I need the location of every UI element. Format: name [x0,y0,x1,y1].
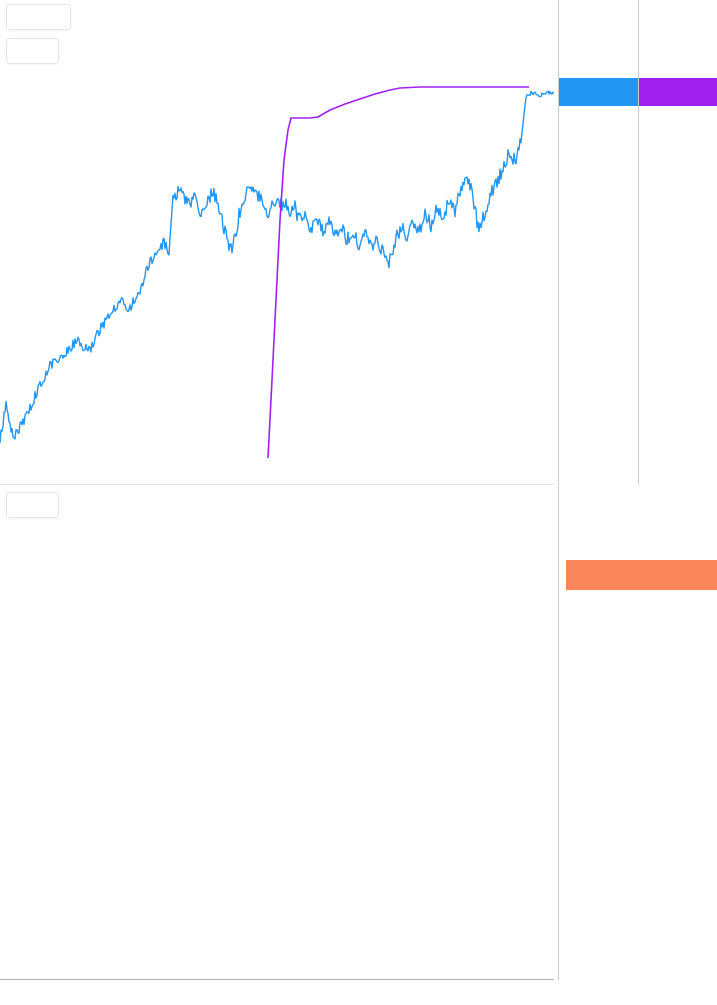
pane-divider[interactable] [0,484,554,485]
price-value-badge[interactable] [559,78,638,106]
price-line [0,90,554,443]
price-axis-line [558,0,559,484]
legend-dps-top[interactable] [6,38,59,64]
dps-top-axis-line [638,0,639,484]
dps-top-value-badge[interactable] [639,78,717,106]
legend-price[interactable] [6,4,71,30]
legend-dps-bottom-color-swatch [7,496,11,514]
legend-dps-bottom[interactable] [6,492,59,518]
price-plot-area[interactable] [0,0,554,483]
x-axis-line [0,979,554,980]
price-chart-pane[interactable] [0,0,717,484]
price-series-svg [0,86,554,459]
dps-bar-group [0,485,554,972]
dps-bottom-axis-line [558,485,559,980]
dps-plot-area[interactable] [0,485,554,972]
dps-overlay-line [267,86,529,459]
dps-bottom-value-badge[interactable] [566,560,717,590]
legend-dps-top-color-swatch [7,42,11,60]
legend-price-color-swatch [7,8,11,26]
